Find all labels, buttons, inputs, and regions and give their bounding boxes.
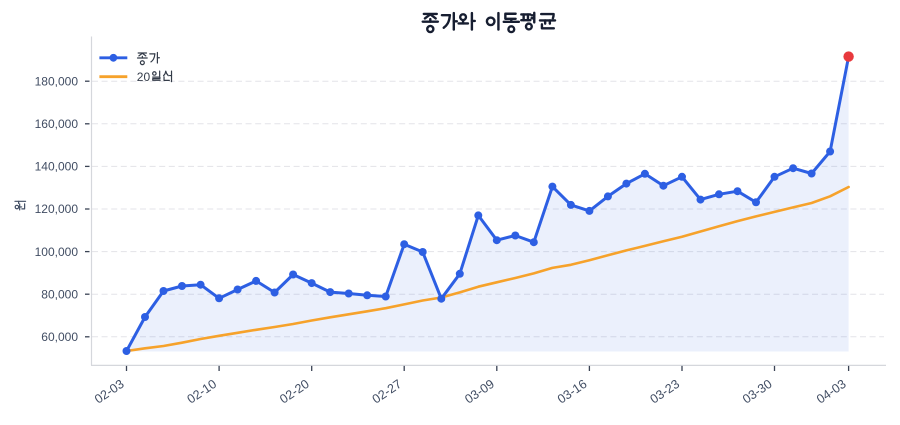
svg-text:60,000: 60,000 [41, 330, 78, 344]
svg-text:180,000: 180,000 [35, 74, 79, 88]
svg-text:80,000: 80,000 [41, 287, 78, 301]
svg-text:20: 20 [137, 70, 151, 84]
svg-text:120,000: 120,000 [35, 202, 79, 216]
svg-text:100,000: 100,000 [35, 245, 79, 259]
svg-text:160,000: 160,000 [35, 117, 79, 131]
svg-text:140,000: 140,000 [35, 160, 79, 174]
